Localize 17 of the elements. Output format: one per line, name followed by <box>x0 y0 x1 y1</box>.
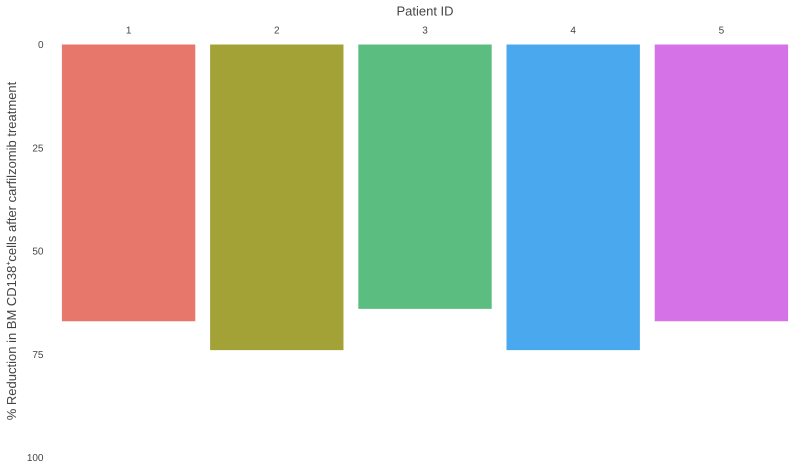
x-tick-label: 3 <box>422 26 428 36</box>
y-tick-label: 0 <box>38 40 44 51</box>
bar <box>62 44 196 322</box>
x-tick-label: 1 <box>126 26 132 36</box>
x-tick-label: 5 <box>718 26 725 36</box>
bar <box>506 44 640 350</box>
y-tick-label: 75 <box>32 350 44 361</box>
bar <box>210 44 344 350</box>
y-tick-label: 50 <box>32 246 44 258</box>
y-tick-label: 25 <box>32 143 44 154</box>
y-axis-title: % Reduction in BM CD138⁺cells after carfilzomib treatment <box>4 81 19 420</box>
y-tick-label: 100 <box>26 453 44 464</box>
x-tick-label: 4 <box>570 26 576 36</box>
bar <box>654 44 788 322</box>
x-tick-label: 2 <box>274 26 280 36</box>
x-axis-title: Patient ID <box>396 4 454 18</box>
bar <box>358 44 492 309</box>
